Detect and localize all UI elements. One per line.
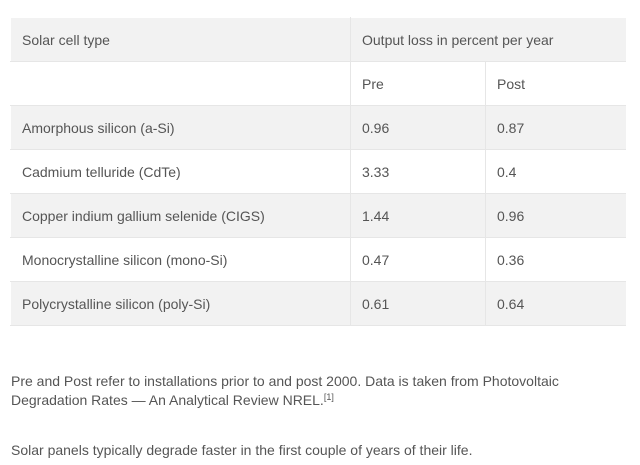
cell-value: 0.64 (485, 281, 626, 326)
cell-type: Amorphous silicon (a-Si) (10, 105, 351, 150)
data-row: Amorphous silicon (a-Si) 0.96 0.87 (10, 105, 626, 150)
header-cell: Output loss in percent per year (350, 17, 626, 62)
data-row: Copper indium gallium selenide (CIGS) 1.4… (10, 193, 626, 238)
header-row: Solar cell type Output loss in percent p… (10, 17, 626, 62)
header-cell: Solar cell type (10, 17, 351, 62)
degradation-table: Solar cell type Output loss in percent p… (10, 17, 626, 326)
footnote-link[interactable]: [1] (323, 392, 334, 402)
cell-type: Copper indium gallium selenide (CIGS) (10, 193, 351, 238)
cell-value: 1.44 (350, 193, 486, 238)
cell-value: 0.47 (350, 237, 486, 282)
cell-value: 3.33 (350, 149, 486, 194)
note-paragraph: Pre and Post refer to installations prio… (11, 372, 631, 410)
cell-type: Monocrystalline silicon (mono-Si) (10, 237, 351, 282)
cell-type: Polycrystalline silicon (poly-Si) (10, 281, 351, 326)
cell-type: Cadmium telluride (CdTe) (10, 149, 351, 194)
note-text: Pre and Post refer to installations prio… (11, 373, 559, 408)
subheader-cell: Post (485, 61, 626, 106)
subheader-cell: Pre (350, 61, 486, 106)
cell-value: 0.87 (485, 105, 626, 150)
data-row: Cadmium telluride (CdTe) 3.33 0.4 (10, 149, 626, 194)
data-row: Monocrystalline silicon (mono-Si) 0.47 0.3… (10, 237, 626, 282)
data-row: Polycrystalline silicon (poly-Si) 0.61 0.6… (10, 281, 626, 326)
cell-value: 0.96 (485, 193, 626, 238)
cell-value: 0.96 (350, 105, 486, 150)
cell-value: 0.61 (350, 281, 486, 326)
empty-cell (10, 61, 351, 106)
cell-value: 0.36 (485, 237, 626, 282)
subheader-row: Pre Post (10, 61, 626, 106)
cell-value: 0.4 (485, 149, 626, 194)
note-paragraph: Solar panels typically degrade faster in… (11, 442, 473, 458)
